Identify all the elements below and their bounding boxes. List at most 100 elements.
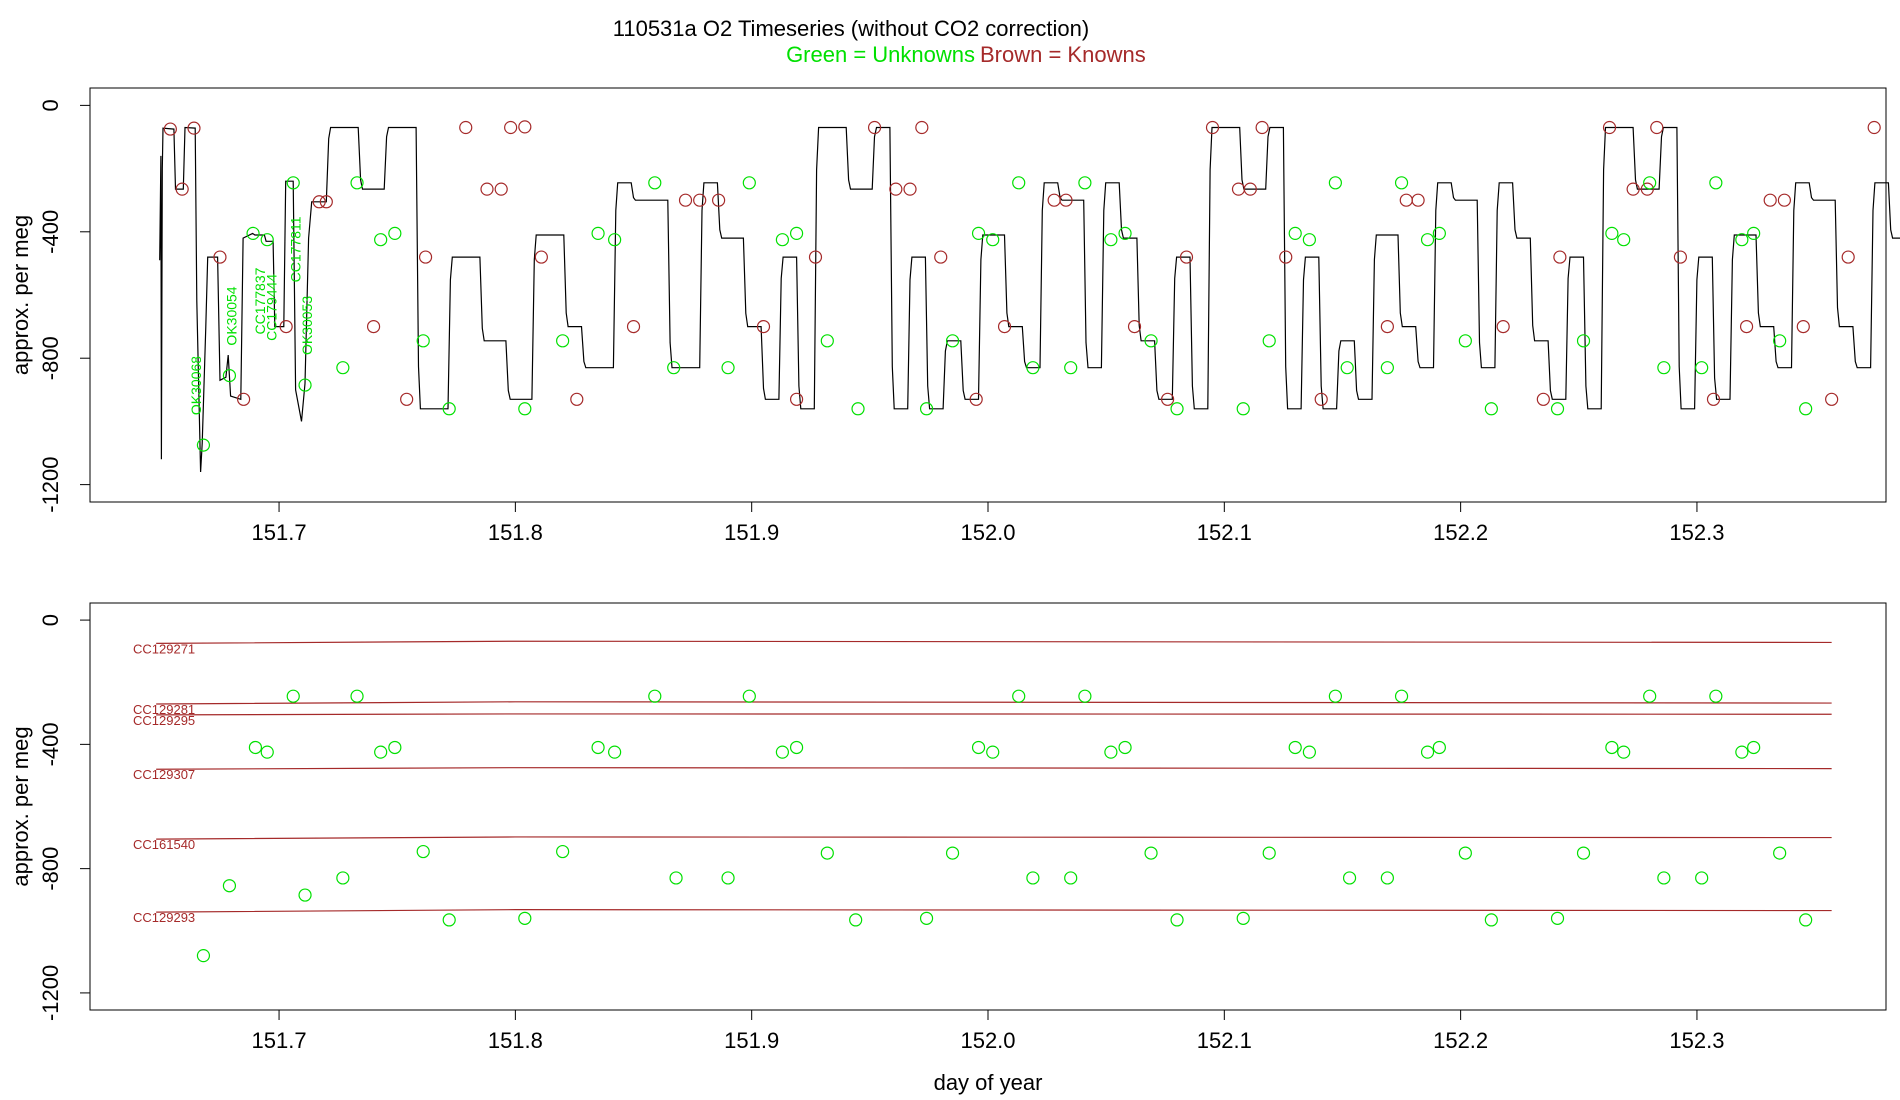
unknown-point	[721, 361, 735, 375]
unknown-point	[298, 888, 312, 902]
unknown-point	[1302, 233, 1316, 247]
unknown-point	[442, 913, 456, 927]
unknown-point	[1484, 402, 1498, 416]
y-axis-title: approx. per meg	[8, 215, 33, 375]
known-point	[418, 250, 433, 264]
unknown-point	[945, 846, 960, 860]
y-tick-label: -800	[38, 847, 63, 891]
unknown-point	[286, 689, 300, 703]
x-tick-label: 152.0	[960, 1028, 1015, 1053]
unknown-point	[196, 949, 211, 963]
known-point	[1553, 250, 1567, 264]
unknown-point	[1605, 740, 1619, 755]
unknown-point	[1026, 361, 1040, 375]
unknown-point	[1302, 745, 1316, 759]
sample-annotation: CC177811	[287, 216, 303, 282]
o2-trace-line	[159, 126, 1900, 473]
unknown-point	[1394, 176, 1409, 190]
reference-line	[156, 640, 1832, 644]
unknown-point	[1458, 846, 1472, 860]
legend-unknowns: Green = Unknowns	[786, 42, 975, 67]
known-point	[175, 182, 189, 196]
unknown-point	[667, 361, 681, 375]
unknown-point	[1458, 334, 1472, 348]
unknown-point	[1118, 226, 1132, 240]
y-tick-label: 0	[38, 614, 63, 626]
unknown-point	[1340, 361, 1354, 375]
unknown-point	[1643, 689, 1657, 703]
unknown-point	[1799, 402, 1813, 416]
known-point	[480, 182, 494, 196]
unknown-point	[669, 871, 683, 885]
x-tick-label: 152.2	[1433, 520, 1488, 545]
reference-line	[156, 767, 1832, 770]
unknown-point	[1617, 745, 1631, 759]
known-point	[934, 250, 948, 264]
unknown-point	[591, 740, 605, 755]
known-point	[319, 195, 333, 209]
x-tick-label: 152.0	[960, 520, 1015, 545]
known-point	[237, 392, 251, 406]
unknown-point	[1064, 871, 1078, 885]
sample-annotation: OK30053	[299, 296, 315, 355]
known-point	[1739, 320, 1754, 334]
known-point	[1536, 392, 1550, 406]
known-point	[1825, 392, 1839, 406]
known-point	[1380, 320, 1394, 334]
unknown-point	[820, 334, 834, 348]
reference-line-label: CC129271	[133, 641, 195, 656]
known-point	[1496, 320, 1510, 334]
unknown-point	[1262, 334, 1276, 348]
x-tick-label: 152.2	[1433, 1028, 1488, 1053]
unknown-point	[1170, 913, 1184, 927]
unknown-point	[556, 844, 570, 859]
known-point	[1777, 193, 1791, 207]
unknown-point	[820, 846, 834, 860]
unknown-point	[648, 689, 662, 703]
known-point	[1673, 250, 1688, 264]
unknown-point	[1420, 233, 1435, 247]
unknown-point	[388, 226, 402, 240]
known-point	[570, 392, 584, 406]
known-point	[494, 182, 508, 196]
unknown-point	[1484, 913, 1498, 927]
x-tick-label: 152.1	[1197, 1028, 1252, 1053]
known-point	[163, 122, 177, 136]
sample-annotation: OK30054	[224, 286, 240, 345]
unknown-point	[1605, 226, 1619, 240]
unknown-point	[1657, 871, 1671, 885]
known-point	[366, 320, 381, 334]
unknown-point	[1799, 913, 1813, 927]
unknown-point	[1118, 740, 1132, 755]
unknown-point	[1144, 846, 1158, 860]
unknown-point	[416, 844, 430, 859]
known-point	[1160, 392, 1175, 406]
known-point	[187, 121, 201, 135]
unknown-point	[1643, 176, 1657, 190]
known-point	[279, 320, 293, 334]
known-point	[693, 193, 707, 207]
unknown-point	[196, 438, 211, 452]
reference-line	[156, 836, 1832, 840]
unknown-point	[518, 911, 532, 925]
unknown-point	[1380, 361, 1394, 375]
unknown-point	[1380, 871, 1394, 885]
unknown-point	[789, 226, 804, 240]
unknown-point	[518, 402, 532, 416]
reference-line-label: CC129281	[133, 702, 195, 717]
unknown-point	[1262, 846, 1276, 860]
unknown-point	[775, 233, 790, 247]
known-point	[1255, 120, 1269, 135]
unknown-point	[1747, 740, 1761, 755]
known-point	[808, 250, 823, 264]
known-point	[1650, 120, 1664, 135]
x-tick-label: 152.3	[1669, 520, 1724, 545]
known-point	[903, 182, 917, 196]
known-point	[867, 120, 882, 135]
known-point	[1179, 250, 1194, 264]
known-point	[504, 120, 518, 135]
unknown-point	[1394, 689, 1409, 703]
unknown-point	[222, 368, 237, 383]
unknown-point	[851, 402, 865, 416]
x-tick-label: 151.8	[488, 1028, 543, 1053]
